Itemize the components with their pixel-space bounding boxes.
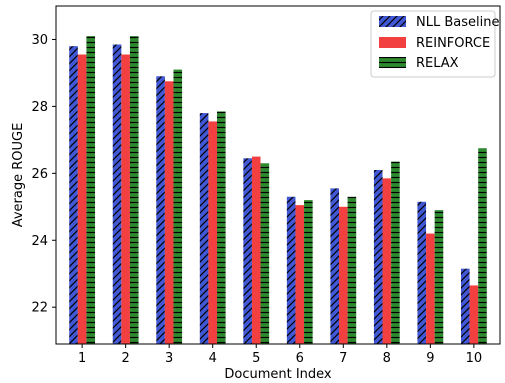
x-tick-label-3: 3 <box>165 351 173 366</box>
legend: NLL Baseline REINFORCE RELAX <box>370 10 499 78</box>
bar-nll-baseline-1 <box>69 46 78 344</box>
y-tick-label-24: 24 <box>31 234 48 249</box>
bar-nll-baseline-3 <box>156 76 165 344</box>
bar-reinforce-4 <box>208 121 218 345</box>
bar-relax-2 <box>129 36 139 345</box>
x-tick-label-1: 1 <box>78 351 86 366</box>
bar-reinforce-10 <box>469 285 479 344</box>
x-tick-label-10: 10 <box>466 351 483 366</box>
x-tick-label-7: 7 <box>339 351 347 366</box>
bar-nll-baseline-4 <box>199 113 209 344</box>
y-tick-label-22: 22 <box>31 301 48 316</box>
legend-label-reinforce: REINFORCE <box>416 36 490 51</box>
bar-nll-baseline-5 <box>243 158 252 344</box>
bar-reinforce-7 <box>338 206 348 344</box>
legend-item-relax: RELAX <box>379 56 459 71</box>
bar-relax-1 <box>86 36 96 345</box>
x-axis-ticks: 1 2 3 4 5 6 7 8 9 10 <box>78 344 482 366</box>
bar-nll-baseline-7 <box>330 188 339 344</box>
bar-relax-3 <box>173 69 183 344</box>
bar-reinforce-3 <box>164 81 174 345</box>
legend-swatch-reinforce <box>379 37 406 48</box>
bar-nll-baseline-8 <box>373 169 383 344</box>
legend-label-relax: RELAX <box>416 56 459 71</box>
y-tick-label-30: 30 <box>31 33 48 48</box>
bar-relax-4 <box>217 111 226 344</box>
bar-relax-9 <box>434 210 444 344</box>
x-tick-label-2: 2 <box>122 351 130 366</box>
bar-relax-5 <box>260 163 270 344</box>
y-axis-ticks: 22 24 26 28 30 <box>31 33 56 316</box>
x-tick-label-6: 6 <box>296 351 304 366</box>
x-tick-label-9: 9 <box>426 351 434 366</box>
x-tick-label-4: 4 <box>209 351 217 366</box>
bar-reinforce-8 <box>382 178 392 344</box>
legend-label-nll-baseline: NLL Baseline <box>416 15 499 30</box>
y-axis-label: Average ROUGE <box>11 123 26 228</box>
bar-relax-6 <box>304 200 313 344</box>
plot-frame <box>55 5 501 345</box>
bar-reinforce-5 <box>251 156 261 344</box>
legend-swatch-nll-baseline <box>379 16 406 27</box>
x-axis-label: Document Index <box>224 367 332 382</box>
bar-nll-baseline-10 <box>460 268 470 344</box>
bar-reinforce-1 <box>77 54 87 345</box>
legend-swatch-relax <box>379 57 406 68</box>
legend-item-reinforce: REINFORCE <box>379 36 490 51</box>
bar-relax-7 <box>347 196 357 344</box>
legend-item-nll-baseline: NLL Baseline <box>379 15 499 30</box>
bar-nll-baseline-6 <box>286 196 296 344</box>
bar-nll-baseline-9 <box>417 201 427 344</box>
bar-reinforce-2 <box>121 54 130 345</box>
y-tick-label-28: 28 <box>31 100 48 115</box>
bars-group <box>69 36 487 345</box>
bar-nll-baseline-2 <box>112 44 122 345</box>
bar-relax-8 <box>391 161 400 344</box>
x-tick-label-8: 8 <box>383 351 391 366</box>
bar-reinforce-6 <box>295 205 305 344</box>
bar-relax-10 <box>478 148 487 344</box>
y-tick-label-26: 26 <box>31 167 48 182</box>
x-tick-label-5: 5 <box>252 351 260 366</box>
bar-reinforce-9 <box>426 233 435 344</box>
